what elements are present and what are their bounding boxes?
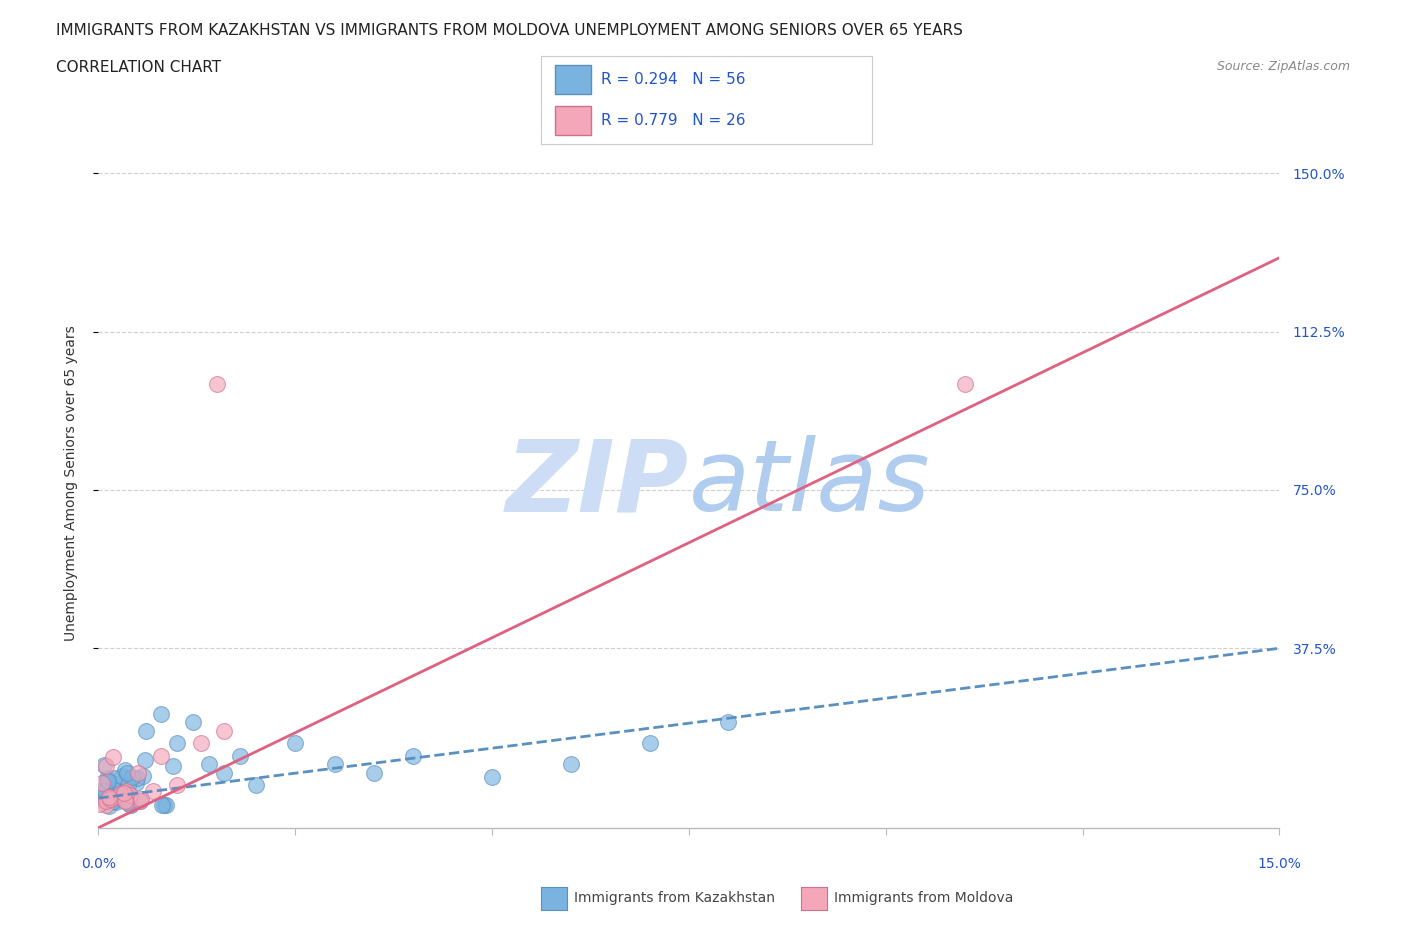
Point [153, 797, 176, 812]
Point [560, 757, 582, 772]
Point [90, 776, 112, 790]
Text: Immigrants from Moldova: Immigrants from Moldova [834, 891, 1014, 906]
Point [166, 736, 188, 751]
Point [117, 765, 139, 780]
Point [114, 794, 136, 809]
Point [94, 783, 117, 798]
Point [110, 787, 132, 802]
Point [103, 782, 125, 797]
Text: atlas: atlas [689, 435, 931, 532]
Text: R = 0.294   N = 56: R = 0.294 N = 56 [600, 73, 745, 87]
Point [98, 799, 121, 814]
Point [128, 793, 150, 808]
Point [132, 768, 155, 783]
Point [111, 769, 134, 784]
Point [98, 784, 121, 799]
Point [93, 758, 115, 773]
Point [94, 798, 117, 813]
Point [128, 793, 150, 808]
Point [107, 787, 129, 802]
Point [402, 749, 425, 764]
Point [98, 783, 121, 798]
Point [94, 759, 117, 774]
Point [96, 771, 118, 786]
Text: CORRELATION CHART: CORRELATION CHART [56, 60, 221, 75]
FancyBboxPatch shape [554, 65, 591, 94]
Point [112, 786, 135, 801]
Point [100, 789, 122, 804]
Point [134, 752, 156, 767]
Point [481, 770, 503, 785]
Point [166, 778, 188, 793]
Point [91, 790, 114, 804]
Point [135, 724, 157, 738]
Point [117, 789, 139, 804]
Point [115, 794, 138, 809]
FancyBboxPatch shape [554, 106, 591, 136]
Point [104, 792, 127, 807]
Text: ZIP: ZIP [506, 435, 689, 532]
Point [114, 762, 136, 777]
Point [245, 778, 267, 793]
Point [363, 765, 385, 780]
Text: Source: ZipAtlas.com: Source: ZipAtlas.com [1216, 60, 1350, 73]
Point [96, 792, 118, 807]
Point [104, 777, 127, 791]
Point [120, 788, 142, 803]
Point [323, 757, 346, 772]
Point [96, 794, 118, 809]
Point [197, 757, 219, 772]
Point [89, 784, 111, 799]
Point [120, 797, 142, 812]
Point [121, 769, 143, 784]
Point [104, 794, 127, 809]
Point [142, 784, 165, 799]
Point [953, 377, 976, 392]
Point [181, 715, 204, 730]
Point [115, 784, 138, 799]
Point [125, 775, 148, 790]
Text: R = 0.779   N = 26: R = 0.779 N = 26 [600, 113, 745, 127]
Point [101, 790, 124, 805]
Point [190, 736, 212, 751]
Point [229, 749, 252, 764]
Point [111, 791, 134, 806]
Point [118, 797, 141, 812]
Point [129, 792, 152, 807]
Point [103, 794, 125, 809]
Point [96, 774, 118, 789]
Point [112, 784, 135, 799]
Point [214, 724, 236, 738]
Point [162, 758, 184, 773]
Point [87, 796, 110, 811]
Text: IMMIGRANTS FROM KAZAKHSTAN VS IMMIGRANTS FROM MOLDOVA UNEMPLOYMENT AMONG SENIORS: IMMIGRANTS FROM KAZAKHSTAN VS IMMIGRANTS… [56, 23, 963, 38]
Point [125, 770, 148, 785]
Point [117, 777, 139, 792]
Point [127, 765, 149, 780]
Point [94, 783, 117, 798]
Text: Immigrants from Kazakhstan: Immigrants from Kazakhstan [574, 891, 775, 906]
Point [214, 765, 236, 780]
Point [98, 791, 121, 806]
Point [155, 798, 177, 813]
Point [118, 793, 141, 808]
Point [97, 774, 120, 789]
Point [103, 770, 125, 785]
Point [638, 736, 661, 751]
Point [152, 798, 174, 813]
Y-axis label: Unemployment Among Seniors over 65 years: Unemployment Among Seniors over 65 years [63, 326, 77, 642]
Point [150, 706, 173, 721]
Point [103, 749, 125, 764]
Point [150, 749, 173, 764]
Text: 15.0%: 15.0% [1257, 857, 1302, 871]
Point [205, 377, 228, 392]
Point [284, 736, 307, 751]
Text: 0.0%: 0.0% [82, 857, 115, 871]
Point [717, 715, 740, 730]
Point [97, 790, 120, 804]
